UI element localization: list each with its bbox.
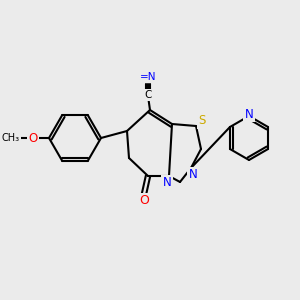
Text: O: O [139,194,149,208]
Text: N: N [189,169,197,182]
Text: C: C [144,90,152,100]
Text: N: N [163,176,171,190]
Text: N: N [244,107,253,121]
Text: =N: =N [140,72,156,82]
Text: O: O [28,131,38,145]
Text: CH₃: CH₃ [2,133,20,143]
Text: S: S [198,115,206,128]
